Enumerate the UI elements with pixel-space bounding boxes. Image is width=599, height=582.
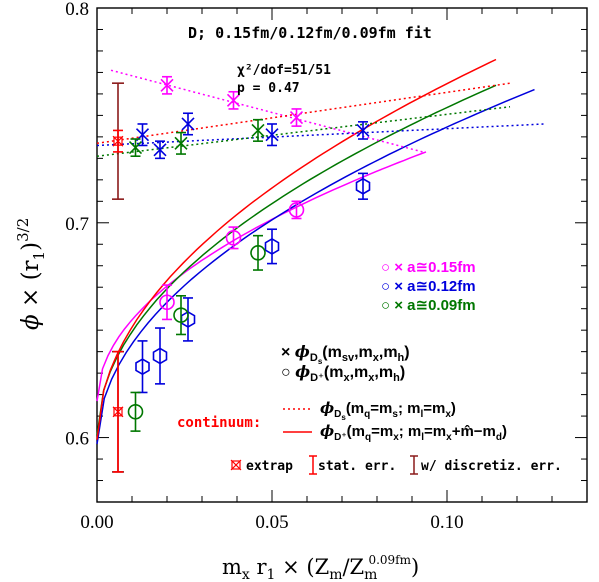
x-axis-label: mx r1 × (Zm/Zm0.09fm) <box>222 553 419 582</box>
axis-ticks <box>96 7 588 503</box>
extrap-point <box>113 136 123 146</box>
p-value-label: p = 0.47 <box>237 81 300 96</box>
curve-ds_012_fit <box>96 123 546 147</box>
point-dplus_015 <box>225 230 242 246</box>
point-ds_012 <box>181 117 195 131</box>
legend-ensemble-012: ○ × a≅0.12fm <box>381 278 476 295</box>
axis-tick-labels: 0.00 0.05 0.10 0.6 0.7 0.8 <box>65 0 463 533</box>
legend-extrap-symbol <box>230 459 242 471</box>
point-ds_009 <box>251 123 265 137</box>
point-ds_009 <box>174 136 188 150</box>
chart-title: D; 0.15fm/0.12fm/0.09fm fit <box>188 24 432 42</box>
curve-dplus_009_fit <box>96 84 497 436</box>
point-ds_012 <box>265 128 279 142</box>
curve-ds_015_fit <box>110 69 423 153</box>
fit-curves <box>96 58 546 445</box>
point-dplus_012 <box>264 237 280 255</box>
point-ds_012 <box>356 123 370 137</box>
legend-ensemble-015: ○ × a≅0.15fm <box>381 259 476 276</box>
legend-extrap-text: extrap <box>246 459 293 474</box>
legend-dplus-marker: ○ ϕD⁺(mx,mx,mh) <box>281 362 405 384</box>
point-ds_015 <box>160 78 174 92</box>
legend-ensembles: ○ × a≅0.15fm ○ × a≅0.12fm ○ × a≅0.09fm <box>381 259 476 314</box>
data-points <box>127 75 371 432</box>
x-tick-label: 0.00 <box>80 512 113 533</box>
point-ds_015 <box>289 110 304 125</box>
legend-discretiz-err-symbol <box>410 455 418 475</box>
extrapolation-points <box>112 82 124 473</box>
legend-ensemble-009: ○ × a≅0.09fm <box>381 297 476 314</box>
point-dplus_012 <box>152 347 168 365</box>
point-ds_015 <box>226 93 241 107</box>
legend-markers: × ϕDs(msv,mx,mh) ○ ϕD⁺(mx,mx,mh) <box>281 342 410 384</box>
point-dplus_009 <box>127 403 144 420</box>
x-tick-label: 0.10 <box>430 512 463 533</box>
point-dplus_009 <box>250 245 266 261</box>
point-dplus_009 <box>173 307 189 323</box>
extrap-point <box>113 407 123 417</box>
legend-continuum-ds: ϕDs(mq=ms; ml=mx) <box>320 399 456 422</box>
legend-continuum-dplus: ϕD⁺(mq=mx; ml=mx+m̂−md) <box>320 422 507 443</box>
y-tick-label: 0.7 <box>65 214 89 235</box>
legend-discretiz-err-text: w/ discretiz. err. <box>421 459 562 474</box>
point-dplus_012 <box>355 177 371 195</box>
y-tick-label: 0.6 <box>65 429 89 450</box>
point-dplus_012 <box>135 358 150 376</box>
extrap-point-cross <box>112 135 124 147</box>
curve-dplus_012_fit <box>96 88 535 445</box>
continuum-label: continuum: <box>177 415 261 431</box>
point-dplus_015 <box>288 202 305 218</box>
y-tick-label: 0.8 <box>65 0 89 20</box>
point-dplus_015 <box>159 294 175 311</box>
legend-stat-err-text: stat. err. <box>318 459 396 474</box>
x-tick-label: 0.05 <box>255 512 288 533</box>
extrap-point-cross <box>112 406 124 418</box>
y-axis-label: ϕ × (r1)3/2 <box>14 218 48 330</box>
point-ds_009 <box>128 141 143 155</box>
curve-ds_cont_fit <box>96 82 511 145</box>
legend-stat-err-symbol <box>309 455 317 475</box>
chi2-label: χ²/dof=51/51 <box>237 63 331 78</box>
point-ds_012 <box>153 143 167 157</box>
curve-ds_009_fit <box>96 106 511 157</box>
legend-continuum: continuum: ϕDs(mq=ms; ml=mx) ϕD⁺(mq=mx; … <box>177 399 507 443</box>
legend-bottom: extrap stat. err. w/ discretiz. err. <box>230 455 562 475</box>
